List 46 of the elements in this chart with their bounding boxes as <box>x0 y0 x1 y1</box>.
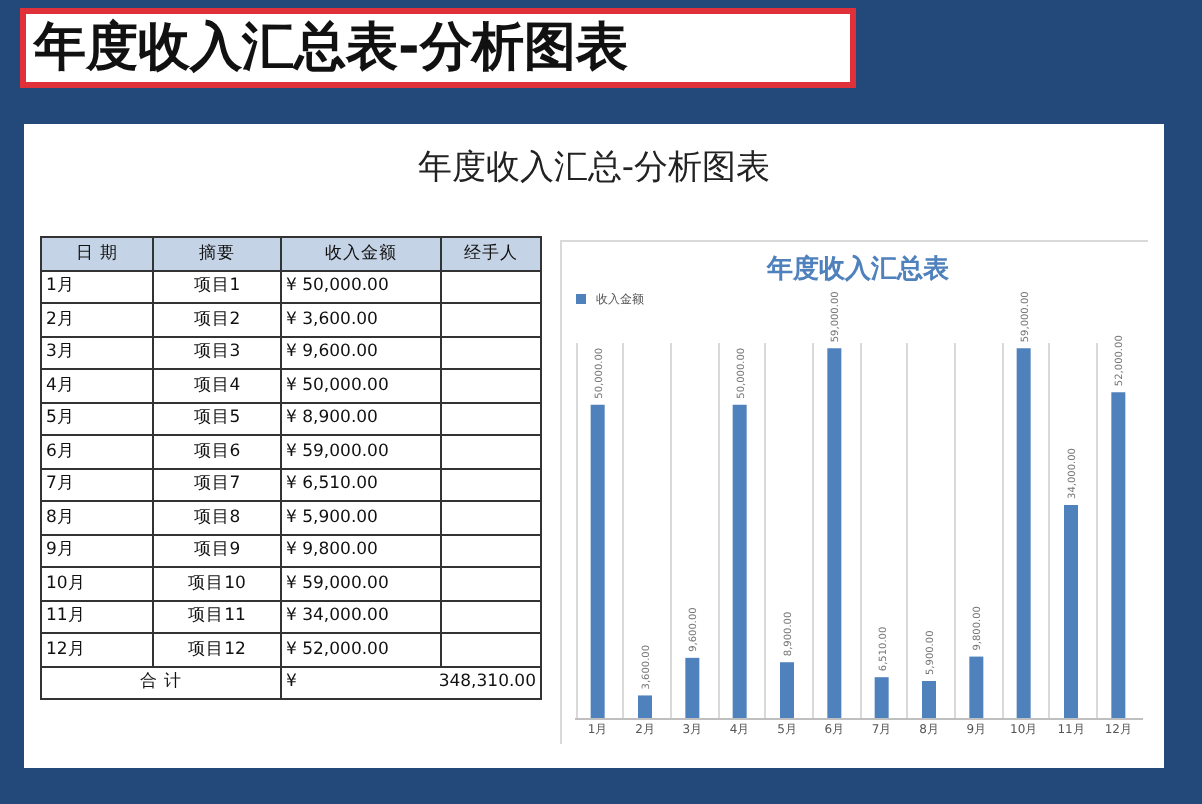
text: ¥ 8,900.00 <box>286 408 378 429</box>
category-label: 6月 <box>46 441 75 462</box>
text: ¥ 59,000.00 <box>286 573 389 594</box>
text: 项目2 <box>153 303 281 336</box>
text: ¥ 59,000.00 <box>286 441 389 462</box>
category-label: 2月 <box>46 309 75 330</box>
text: ¥ 3,600.00 <box>286 309 378 330</box>
text: ¥ 5,900.00 <box>286 507 378 528</box>
text: 项目5 <box>153 402 281 435</box>
text: 项目7 <box>153 468 281 501</box>
category-label: 9月 <box>46 540 75 561</box>
text: ¥ 34,000.00 <box>286 606 389 627</box>
text: 348,310.00 <box>438 672 536 693</box>
text: 日 期 <box>41 237 153 270</box>
text: 项目8 <box>153 501 281 534</box>
text: 经手人 <box>441 237 541 270</box>
category-label: 4月 <box>46 375 75 396</box>
category-label: 3月 <box>46 342 75 363</box>
text: 项目1 <box>153 270 281 303</box>
text: ¥ 52,000.00 <box>286 639 389 660</box>
category-label: 1月 <box>46 276 75 297</box>
text: 合 计 <box>41 666 281 699</box>
category-label: 5月 <box>46 408 75 429</box>
text: ¥ 6,510.00 <box>286 474 378 495</box>
text: 年度收入汇总表-分析图表 <box>20 8 856 88</box>
text: 摘要 <box>153 237 281 270</box>
text: 年度收入汇总-分析图表 <box>415 146 773 190</box>
category-label: 11月 <box>46 606 86 627</box>
text: ¥ 50,000.00 <box>286 375 389 396</box>
category-label: 8月 <box>46 507 75 528</box>
text: ¥ 50,000.00 <box>286 276 389 297</box>
category-label: 7月 <box>46 474 75 495</box>
text: 项目11 <box>153 600 281 633</box>
text: ¥ 9,600.00 <box>286 342 378 363</box>
category-label: 12月 <box>46 639 86 660</box>
text: ¥ 9,800.00 <box>286 540 378 561</box>
text: 项目12 <box>153 633 281 666</box>
chart-title: 年度收入汇总表 <box>765 253 951 286</box>
text: 项目4 <box>153 369 281 402</box>
text: ¥ <box>286 672 297 693</box>
text: 收入金额 <box>281 237 441 270</box>
category-label: 10月 <box>46 573 86 594</box>
text: 项目10 <box>153 567 281 600</box>
text: 项目3 <box>153 336 281 369</box>
text: 项目9 <box>153 534 281 567</box>
text: 项目6 <box>153 435 281 468</box>
